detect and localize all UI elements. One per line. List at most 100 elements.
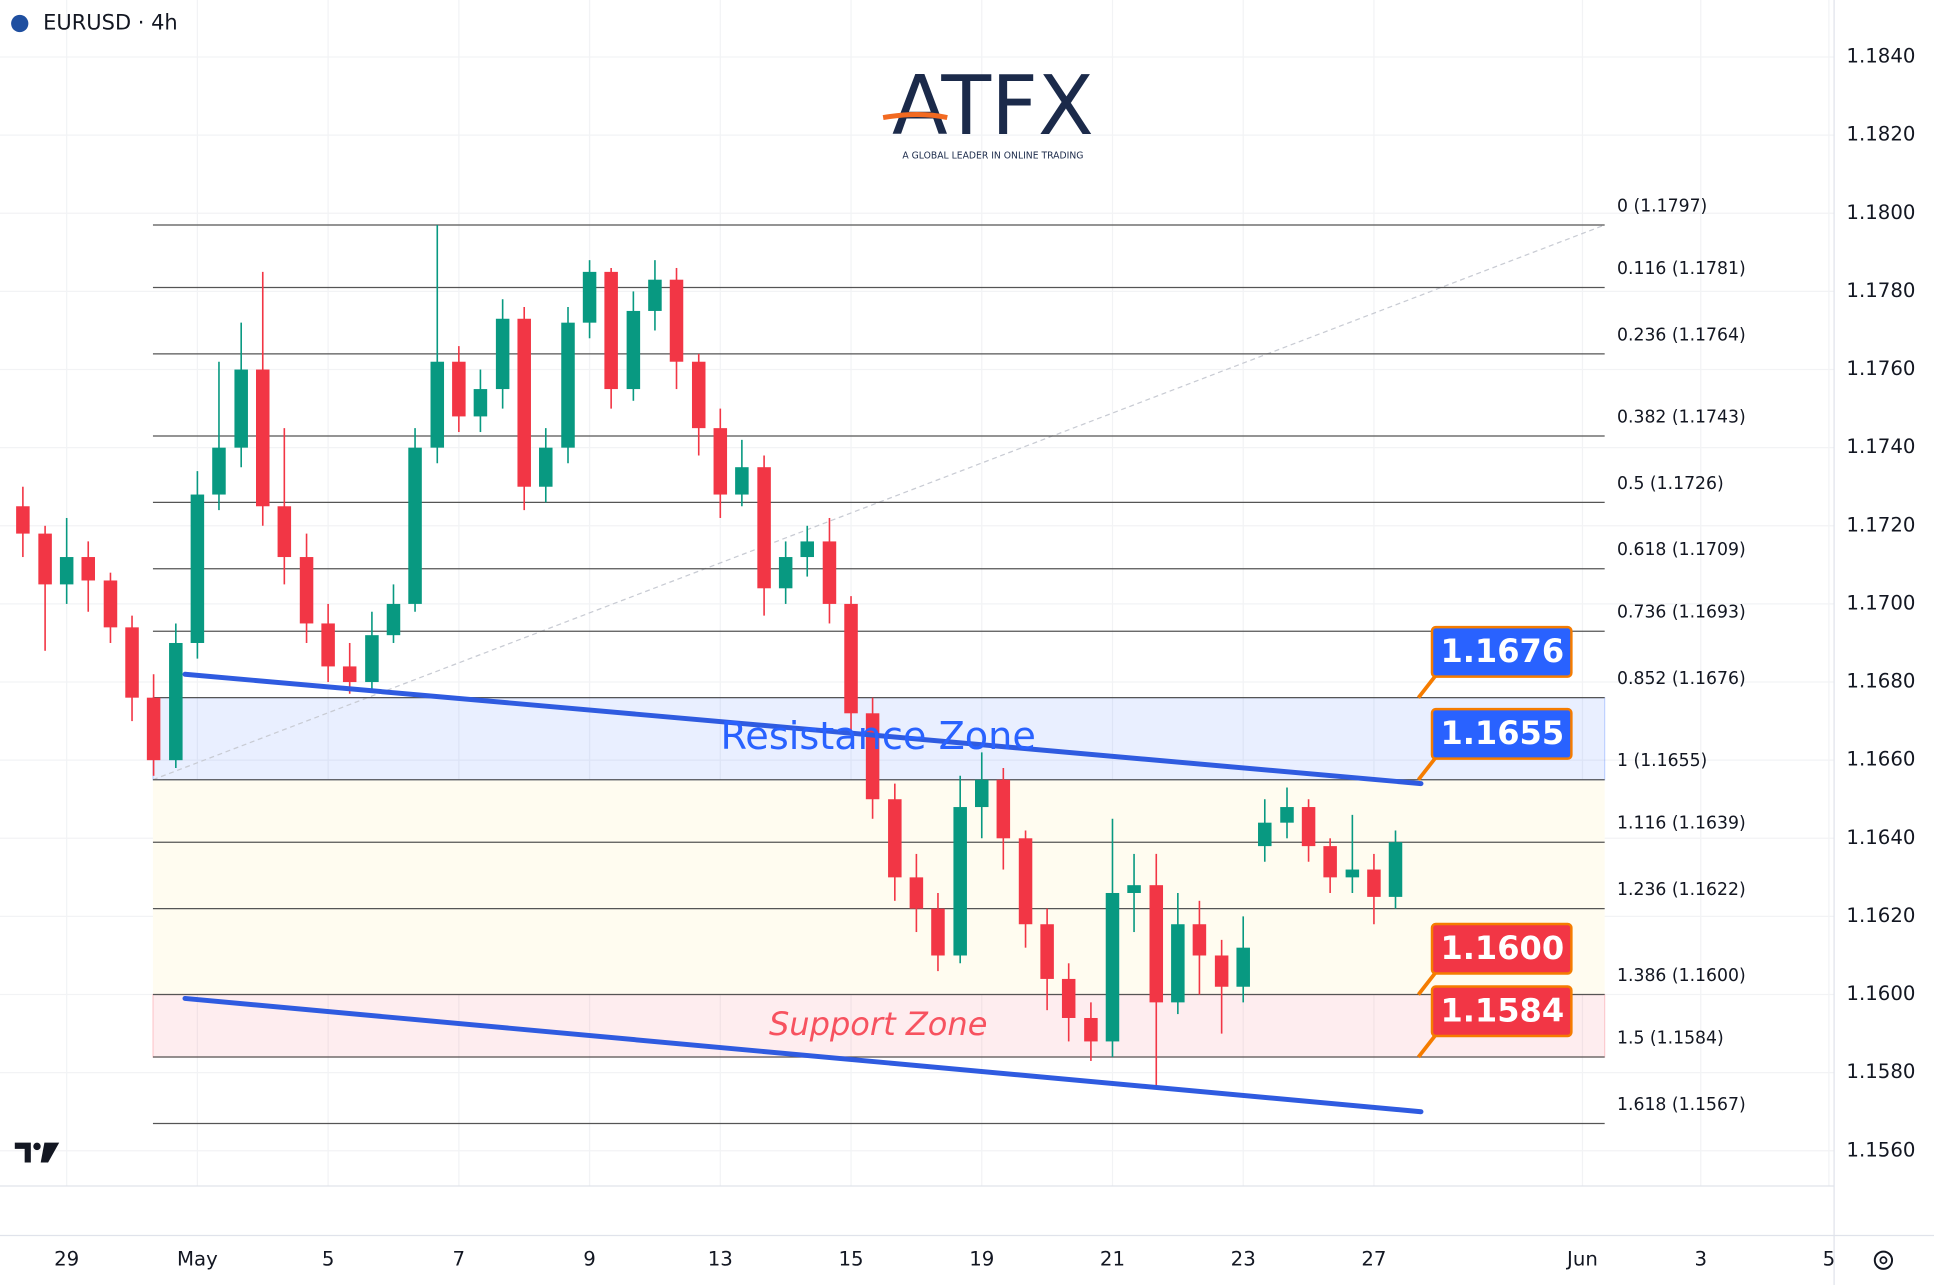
candle-body	[757, 467, 771, 589]
candle-body	[1018, 838, 1033, 925]
candle-body	[1192, 924, 1207, 956]
zone	[152, 993, 1606, 1058]
callout-box	[1430, 625, 1573, 678]
candle-body	[125, 627, 139, 698]
candle-body	[473, 389, 488, 417]
tradingview-logo	[14, 1142, 60, 1163]
candle-body	[452, 361, 466, 417]
symbol-icon	[11, 14, 29, 33]
fib-label: 1.116 (1.1639)	[1617, 814, 1746, 834]
fib-label: 1.386 (1.1600)	[1617, 966, 1746, 986]
candle-body	[16, 506, 30, 534]
symbol-title: EURUSD · 4h	[43, 10, 178, 34]
zone-label: Support Zone	[769, 1005, 987, 1043]
tv-logo-part	[40, 1142, 60, 1163]
candle-body	[996, 779, 1011, 839]
candle-body	[169, 642, 183, 761]
candle-body	[953, 807, 967, 956]
candle-body	[778, 557, 793, 589]
x-tick-label: 23	[1231, 1248, 1256, 1271]
candle-body	[822, 541, 837, 604]
candle-body	[909, 877, 924, 909]
candle-body	[1388, 842, 1403, 897]
callout-box	[1430, 707, 1573, 760]
candle-body	[342, 666, 357, 683]
candle-body	[1149, 885, 1164, 1003]
callout-box	[1430, 985, 1573, 1038]
candle-body	[1214, 955, 1229, 987]
candle-body	[1323, 846, 1337, 878]
candle-body	[1171, 924, 1185, 1003]
candle-body	[1127, 885, 1141, 893]
callout-label: 1.1655	[1440, 714, 1564, 752]
candle-body	[626, 310, 641, 390]
candle-body	[103, 580, 118, 628]
x-tick-label: 5	[1823, 1248, 1836, 1271]
candle-body	[735, 467, 749, 495]
candle-body	[931, 908, 945, 956]
candle-body	[1367, 869, 1381, 897]
x-tick-label: 21	[1100, 1248, 1125, 1271]
fib-label: 0 (1.1797)	[1617, 196, 1707, 216]
settings-icon[interactable]	[1873, 1250, 1894, 1270]
candle-body	[691, 361, 706, 429]
logo-tagline: A GLOBAL LEADER IN ONLINE TRADING	[902, 150, 1083, 161]
settings-hub[interactable]	[1879, 1256, 1888, 1265]
trend-line	[182, 995, 1424, 1115]
fib-label: 0.852 (1.1676)	[1617, 669, 1746, 689]
x-tick-label: 27	[1361, 1248, 1386, 1271]
y-tick-label: 1.1680	[1846, 670, 1915, 693]
candle-body	[190, 494, 205, 643]
fib-band	[152, 779, 1605, 995]
callout-label: 1.1600	[1440, 929, 1564, 967]
y-tick-label: 1.1620	[1846, 904, 1915, 927]
candle-body	[1084, 1017, 1098, 1042]
candle-body	[430, 361, 445, 448]
candle-body	[299, 557, 314, 624]
candle-body	[1258, 822, 1272, 847]
settings-gear[interactable]	[1873, 1250, 1894, 1270]
plot-layers: 1.1840 1.1820 1.1800 1.1780 1.1760 1.1740 1.17…	[0, 0, 1915, 1271]
y-tick-label: 1.1720	[1846, 513, 1915, 536]
candle-body	[1040, 924, 1054, 979]
x-tick-label: 15	[838, 1248, 863, 1271]
tv-logo-part	[14, 1142, 31, 1163]
fib-label: 0.116 (1.1781)	[1617, 259, 1746, 279]
y-tick-label: 1.1800	[1846, 201, 1915, 224]
y-tick-label: 1.1820	[1846, 123, 1915, 146]
candle-body	[1345, 869, 1360, 878]
x-tick-label: Jun	[1565, 1248, 1598, 1271]
candle-body	[321, 623, 335, 667]
candle-body	[386, 603, 401, 636]
tv-logo-part	[33, 1142, 41, 1151]
x-tick-label: 7	[453, 1248, 466, 1271]
candle-body	[1105, 892, 1120, 1042]
callout-label: 1.1584	[1440, 991, 1564, 1029]
candle-body	[800, 541, 814, 558]
fib-label: 1.618 (1.1567)	[1617, 1095, 1746, 1115]
fib-label: 0.5 (1.1726)	[1617, 474, 1724, 494]
candle-body	[561, 322, 575, 448]
fib-label: 0.382 (1.1743)	[1617, 407, 1746, 427]
candle-body	[408, 447, 422, 604]
candle-body	[888, 799, 902, 878]
fib-label: 0.736 (1.1693)	[1617, 603, 1746, 623]
candle-body	[604, 271, 618, 390]
y-tick-label: 1.1600	[1846, 982, 1915, 1005]
candle-body	[277, 506, 292, 558]
callout-label: 1.1676	[1440, 632, 1564, 670]
candle-body	[146, 697, 161, 761]
y-tick-label: 1.1740	[1846, 435, 1915, 458]
candle-body	[365, 635, 379, 683]
candle-body	[1280, 807, 1294, 823]
x-tick-label: 3	[1694, 1248, 1707, 1271]
y-tick-label: 1.1660	[1846, 748, 1915, 771]
candle-body	[234, 369, 248, 448]
candle-body	[1236, 947, 1250, 987]
x-tick-label: 5	[322, 1248, 335, 1271]
logo-swoosh	[882, 112, 948, 121]
candle-body	[844, 603, 858, 714]
